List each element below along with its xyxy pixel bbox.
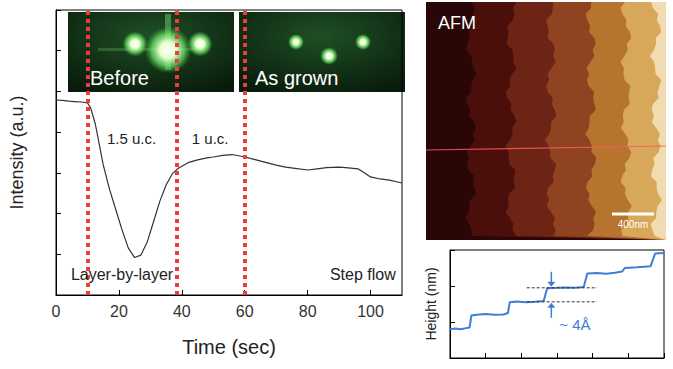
svg-text:100: 100	[357, 303, 384, 320]
svg-text:Height (nm): Height (nm)	[423, 267, 439, 340]
svg-text:1 u.c.: 1 u.c.	[192, 130, 229, 147]
svg-text:As grown: As grown	[255, 67, 338, 89]
svg-text:60: 60	[236, 303, 254, 320]
svg-text:Intensity (a.u.): Intensity (a.u.)	[7, 95, 27, 209]
svg-text:Layer-by-layer: Layer-by-layer	[71, 266, 174, 283]
svg-text:80: 80	[299, 303, 317, 320]
svg-text:20: 20	[110, 303, 128, 320]
svg-text:1.5 u.c.: 1.5 u.c.	[107, 130, 156, 147]
svg-text:0: 0	[52, 303, 61, 320]
svg-text:Step flow: Step flow	[330, 266, 396, 283]
svg-text:AFM: AFM	[438, 13, 476, 33]
svg-text:40: 40	[173, 303, 191, 320]
svg-text:Before: Before	[90, 67, 149, 89]
svg-text:~ 4Å: ~ 4Å	[559, 316, 590, 333]
svg-text:400nm: 400nm	[618, 219, 649, 230]
svg-text:Time (sec): Time (sec)	[182, 336, 276, 358]
